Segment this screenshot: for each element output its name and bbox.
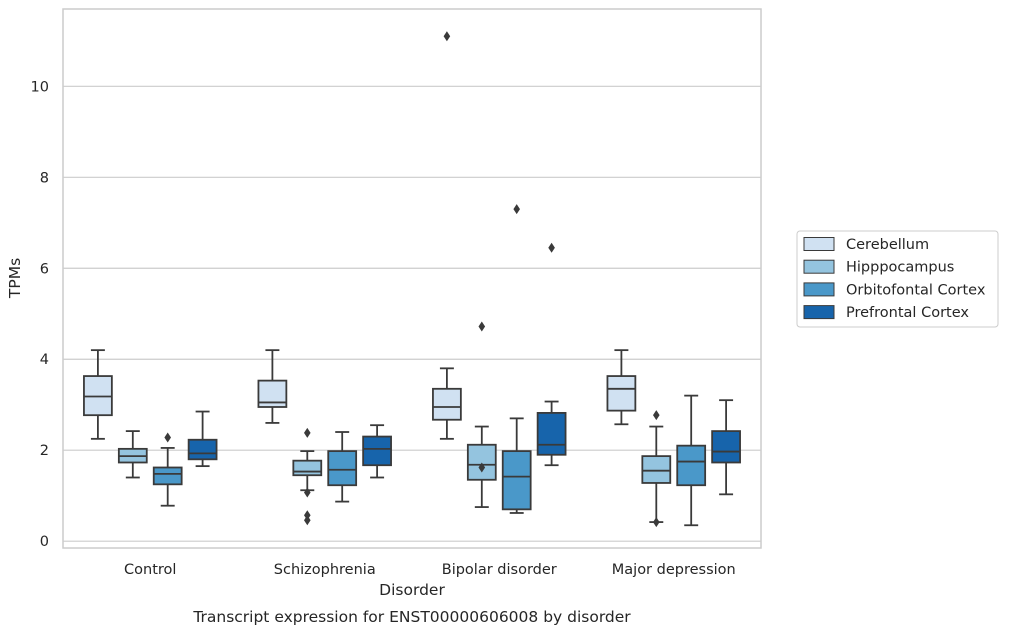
box-cerebellum <box>257 349 288 424</box>
box-hipppocampus <box>117 430 148 479</box>
legend-label: Prefrontal Cortex <box>846 305 969 321</box>
box-orbitofontal-cortex <box>676 394 707 527</box>
outlier-point <box>304 427 311 438</box>
y-tick-label: 6 <box>40 261 49 277</box>
x-tick-label: Control <box>124 562 176 578</box>
outlier-point <box>304 510 311 521</box>
box-body <box>466 443 497 481</box>
x-tick-label: Major depression <box>612 562 736 578</box>
box-hipppocampus <box>466 321 497 508</box>
outlier-point <box>304 515 311 526</box>
outlier-point <box>513 204 520 215</box>
legend: Cerebellum Hipppocampus Orbitofontal Corte… <box>796 230 999 328</box>
legend-frame <box>796 230 999 328</box>
legend-swatch <box>803 237 835 251</box>
chart-caption: Transcript expression for ENST0000060600… <box>192 608 631 626</box>
box-body <box>432 387 462 421</box>
box-body <box>501 450 532 511</box>
outlier-point <box>548 242 555 253</box>
box-prefrontal-cortex <box>187 410 218 468</box>
outlier-point <box>304 487 311 498</box>
box-body <box>641 455 672 484</box>
y-tick-label: 10 <box>31 79 49 95</box>
box-body <box>83 375 113 417</box>
y-axis-label: TPMs <box>6 258 24 299</box>
legend-swatch <box>803 282 835 297</box>
box-body <box>292 459 323 477</box>
x-tick-label: Schizophrenia <box>274 562 376 578</box>
box-body <box>327 450 358 487</box>
outlier-point <box>653 517 660 528</box>
box-body <box>152 466 183 486</box>
box-cerebellum <box>83 349 113 440</box>
grid-lines <box>63 85 761 542</box>
x-axis-label: Disorder <box>379 581 445 599</box>
box-prefrontal-cortex <box>711 399 741 496</box>
box-groups <box>83 31 741 528</box>
outlier-point <box>443 31 451 42</box>
y-tick-label: 4 <box>40 352 49 368</box>
box-hipppocampus <box>641 410 672 528</box>
legend-label: Hipppocampus <box>846 260 954 276</box>
box-body <box>676 444 707 487</box>
y-tick-label: 2 <box>40 443 49 459</box>
x-tick-labels: Control Schizophrenia Bipolar disorder Majo… <box>124 562 736 578</box>
outlier-point <box>164 432 171 443</box>
box-body <box>536 412 567 456</box>
box-body <box>606 375 637 412</box>
outlier-point <box>653 410 660 421</box>
box-body <box>711 430 741 464</box>
y-tick-label: 8 <box>40 170 49 186</box>
box-prefrontal-cortex <box>536 242 567 467</box>
box-orbitofontal-cortex <box>327 431 358 503</box>
outlier-point <box>478 321 486 332</box>
box-hipppocampus <box>292 427 323 526</box>
y-tick-label: 0 <box>40 534 49 550</box>
legend-label: Cerebellum <box>846 237 929 253</box>
box-cerebellum <box>432 31 462 440</box>
box-body <box>187 438 218 461</box>
outlier-point <box>478 462 486 473</box>
box-orbitofontal-cortex <box>501 204 532 514</box>
plot-area-frame <box>62 8 762 549</box>
x-tick-label: Bipolar disorder <box>442 562 557 578</box>
legend-swatch <box>803 305 835 320</box>
y-tick-labels: 0 2 4 6 8 10 <box>31 79 49 550</box>
box-orbitofontal-cortex <box>152 432 183 507</box>
legend-label: Orbitofontal Cortex <box>846 282 986 298</box>
box-body <box>362 435 392 467</box>
box-cerebellum <box>606 349 637 426</box>
box-prefrontal-cortex <box>362 424 392 479</box>
legend-swatch <box>803 259 835 274</box>
